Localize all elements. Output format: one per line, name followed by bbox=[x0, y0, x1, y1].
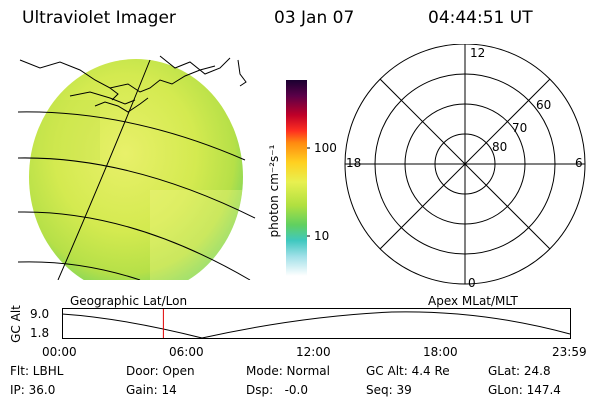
colorbar-unit-label: photon cm⁻²s⁻¹ bbox=[267, 144, 281, 238]
status-filter: Flt: LBHL bbox=[10, 364, 64, 378]
time-label: 04:44:51 UT bbox=[428, 8, 533, 28]
colorbar-tick-100: 100 bbox=[314, 141, 337, 155]
coastline-lines bbox=[19, 55, 247, 113]
mlt-label-6: 6 bbox=[575, 156, 583, 170]
latlon-grid-lines bbox=[17, 59, 256, 280]
lat-label-60: 60 bbox=[536, 98, 552, 112]
orbit-xtick-2: 12:00 bbox=[296, 345, 331, 359]
status-gc-alt: GC Alt: 4.4 Re bbox=[366, 364, 450, 378]
orbit-xtick-3: 18:00 bbox=[423, 345, 458, 359]
date-label: 03 Jan 07 bbox=[274, 8, 355, 28]
geographic-image bbox=[17, 55, 256, 280]
mlt-label-18: 18 bbox=[346, 156, 362, 170]
orbit-plot-frame bbox=[62, 308, 571, 339]
mlt-label-12: 12 bbox=[470, 46, 486, 60]
status-seq: Seq: 39 bbox=[366, 383, 412, 397]
polar-plot bbox=[344, 44, 586, 285]
colorbar bbox=[286, 80, 310, 276]
status-ip: IP: 36.0 bbox=[10, 383, 56, 397]
orbit-xtick-4: 23:59 bbox=[552, 345, 587, 359]
orbit-left-title: Geographic Lat/Lon bbox=[70, 294, 188, 308]
orbit-xtick-1: 06:00 bbox=[169, 345, 204, 359]
orbit-xtick-0: 00:00 bbox=[42, 345, 77, 359]
globe-disk bbox=[29, 59, 243, 280]
status-glon: GLon: 147.4 bbox=[488, 383, 561, 397]
orbit-ytick-1.8: 1.8 bbox=[30, 326, 50, 340]
mlt-label-0: 0 bbox=[468, 276, 476, 290]
status-door: Door: Open bbox=[126, 364, 195, 378]
colorbar-tick-10: 10 bbox=[314, 229, 330, 243]
orbit-right-title: Apex MLat/MLT bbox=[428, 294, 518, 308]
lat-label-70: 70 bbox=[512, 121, 528, 135]
lat-label-80: 80 bbox=[492, 140, 508, 154]
status-gain: Gain: 14 bbox=[126, 383, 177, 397]
status-mode: Mode: Normal bbox=[246, 364, 330, 378]
orbit-ytick-9: 9.0 bbox=[30, 307, 50, 321]
orbit-altitude-curve bbox=[62, 311, 571, 339]
status-dsp: Dsp: -0.0 bbox=[246, 383, 309, 397]
status-glat: GLat: 24.8 bbox=[488, 364, 551, 378]
orbit-altitude-plot bbox=[62, 308, 571, 339]
orbit-ylabel: GC Alt bbox=[9, 305, 23, 343]
instrument-title: Ultraviolet Imager bbox=[22, 8, 176, 28]
